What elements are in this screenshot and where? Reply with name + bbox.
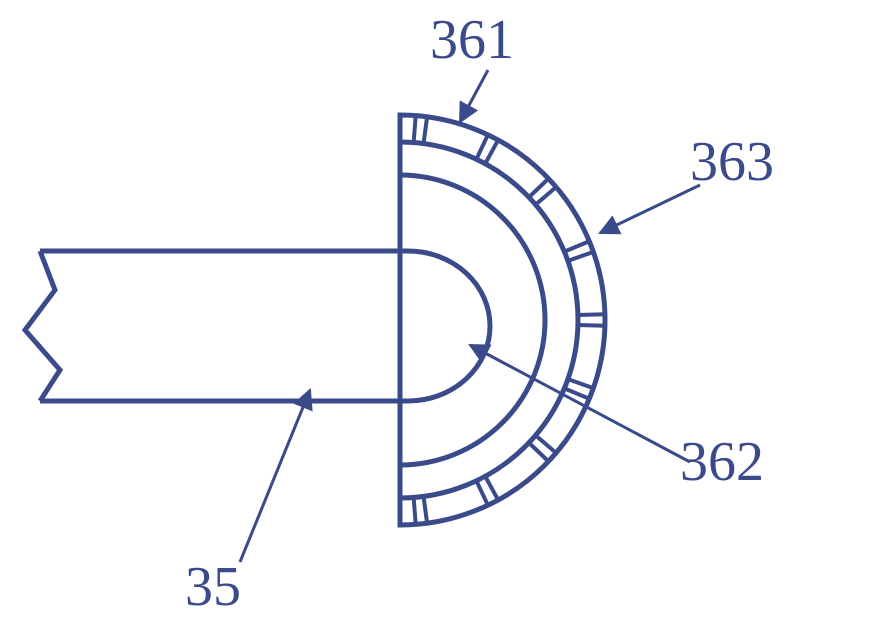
shell-slot [485, 140, 498, 164]
label-361: 361 [430, 8, 514, 72]
label-363: 363 [690, 130, 774, 194]
shell-slot [414, 116, 416, 143]
shell-slot [476, 135, 488, 159]
shell-slot [568, 252, 593, 261]
leader-361 [460, 70, 488, 122]
leader-362 [470, 345, 690, 462]
shell-slot [485, 476, 498, 500]
shell-slot [424, 117, 428, 144]
shell-slot [568, 379, 593, 388]
shell-slot [578, 325, 605, 326]
leader-35 [240, 390, 310, 562]
shaft-break [25, 251, 60, 401]
shell-slot [414, 497, 416, 524]
shell-slot [424, 496, 428, 523]
leader-363 [600, 185, 700, 233]
cavity-inner [400, 251, 490, 401]
shell-slot [578, 314, 605, 315]
shell-slot [564, 241, 589, 251]
shell-slot [476, 481, 488, 505]
technical-diagram [0, 0, 876, 632]
label-362: 362 [680, 430, 764, 494]
label-35: 35 [185, 555, 241, 619]
cavity-outer [400, 175, 545, 465]
